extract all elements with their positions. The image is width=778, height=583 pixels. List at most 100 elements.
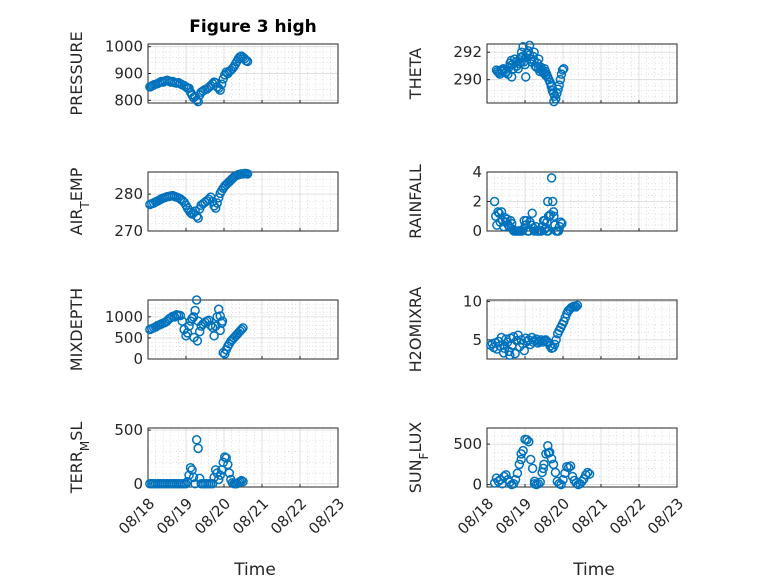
data-point [541, 70, 551, 81]
plot-area [486, 299, 678, 360]
subplot-6: 5 10 H2OMIXRA [406, 287, 678, 373]
data-point [194, 326, 205, 337]
x-tick-label: 08/23 [644, 495, 687, 538]
data-point [205, 320, 216, 331]
data-point [556, 479, 566, 490]
y-axis-label: SUNFLUX [406, 422, 431, 494]
data-point [563, 462, 574, 473]
data-point [510, 348, 520, 359]
plot-area [486, 43, 678, 104]
data-point [223, 459, 233, 470]
y-axis-label: TERRMSL [67, 422, 92, 495]
subplot-4: 0 2 4 RAINFALL [406, 163, 678, 240]
data-point [510, 474, 521, 485]
y-tick-label: 1000 [105, 308, 143, 326]
x-tick-label: 08/21 [568, 495, 611, 538]
data-point [538, 463, 548, 474]
x-axis-label: Time [572, 560, 615, 580]
data-point [558, 474, 568, 485]
x-tick-label: 08/20 [530, 495, 573, 538]
subplot-1: 800 900 1000 PRESSURE Figure 3 high [67, 17, 339, 116]
x-tick-label: 08/21 [229, 495, 272, 538]
axis-box [147, 427, 339, 488]
data-point [187, 313, 197, 324]
data-point [238, 476, 248, 487]
data-point [521, 72, 531, 82]
y-tick-label: 0 [472, 222, 482, 240]
y-axis-label: PRESSURE [67, 31, 86, 115]
x-tick-label: 08/22 [267, 495, 310, 538]
subplot-2: 290 292 THETA [406, 40, 678, 107]
y-tick-label: 500 [114, 329, 143, 347]
x-tick-label: 08/20 [191, 495, 234, 538]
data-point [182, 328, 193, 338]
data-point [238, 323, 248, 333]
data-point [216, 79, 227, 89]
data-point [212, 198, 222, 208]
x-tick-label: 08/19 [492, 495, 535, 538]
chart-title: Figure 3 high [189, 17, 317, 37]
data-point [489, 196, 500, 207]
y-tick-label: 0 [133, 475, 143, 493]
data-point [556, 69, 567, 79]
data-point [524, 40, 535, 51]
data-point [242, 56, 253, 67]
data-point [175, 310, 186, 321]
x-tick-label: 08/19 [153, 495, 196, 538]
data-point [224, 468, 235, 478]
y-tick-label: 1000 [105, 38, 143, 56]
data-point [236, 475, 247, 486]
y-axis-label: MIXDEPTH [67, 288, 86, 371]
data-point [204, 315, 214, 325]
x-axis-label: Time [233, 560, 276, 580]
data-point [215, 325, 225, 336]
data-point [239, 54, 250, 64]
y-tick-label: 270 [114, 222, 143, 240]
data-point [516, 57, 526, 67]
data-point [514, 459, 525, 470]
data-point [528, 51, 538, 62]
data-point [571, 302, 581, 312]
data-point [496, 332, 507, 343]
data-point [518, 41, 528, 52]
data-point [217, 316, 228, 326]
y-tick-label: 2 [472, 193, 482, 211]
y-tick-label: 0 [133, 350, 143, 368]
data-point [213, 474, 224, 485]
data-point [516, 47, 527, 57]
data-point [519, 345, 529, 356]
data-point [553, 226, 564, 236]
data-point [190, 305, 200, 316]
data-point [242, 169, 253, 179]
subplot-3: 270 280 AIRTEMP [67, 167, 339, 240]
data-point [191, 295, 202, 305]
data-point [193, 443, 203, 454]
data-point [547, 196, 558, 207]
data-point [207, 479, 218, 489]
y-axis-label: H2OMIXRA [406, 287, 425, 373]
data-point [215, 85, 225, 95]
y-tick-label: 5 [472, 331, 482, 349]
x-tick-label: 08/18 [115, 495, 158, 538]
data-point [527, 463, 538, 474]
data-point [512, 468, 523, 479]
data-point [518, 445, 528, 456]
axis-box [486, 299, 678, 360]
data-point [498, 348, 509, 358]
y-tick-label: 500 [114, 421, 143, 439]
y-axis-label: THETA [406, 48, 425, 100]
data-point [505, 350, 515, 360]
data-point [191, 95, 202, 106]
x-tick-label: 08/22 [606, 495, 649, 538]
data-point [571, 478, 582, 488]
data-point [539, 459, 549, 470]
data-point [557, 65, 568, 75]
data-point [533, 479, 544, 489]
data-point [555, 217, 566, 227]
data-point [209, 201, 219, 211]
data-point [210, 203, 221, 213]
data-point [539, 224, 550, 235]
data-point [533, 54, 544, 64]
y-axis-label: AIRTEMP [67, 167, 92, 235]
data-point [218, 347, 228, 358]
